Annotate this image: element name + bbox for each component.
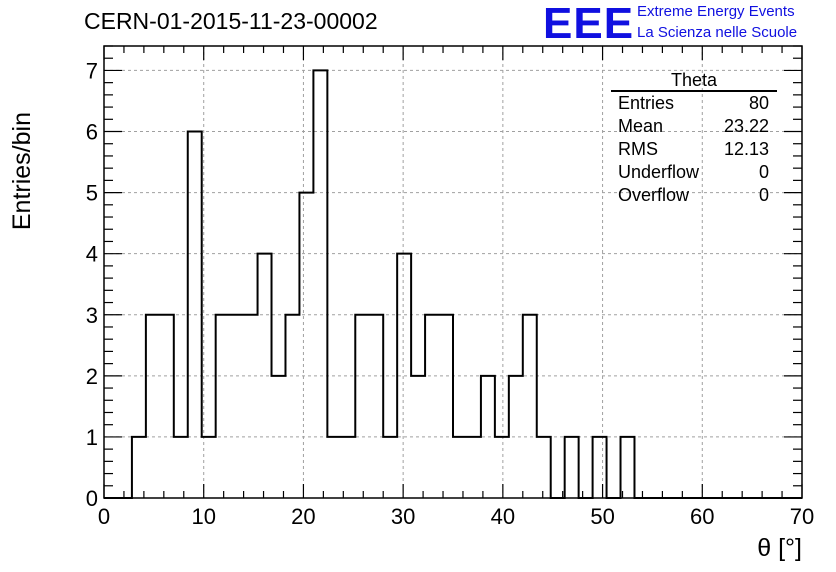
x-tick-label: 20 (291, 504, 315, 529)
histogram-bin (244, 315, 258, 498)
y-tick-label: 2 (86, 364, 98, 389)
histogram-bin (537, 437, 551, 498)
stats-value: 0 (758, 162, 769, 182)
stats-row-underflow: Underflow 0 (611, 161, 777, 184)
stats-box: Theta Entries 80 Mean 23.22 RMS 12.13 Un… (611, 70, 777, 207)
axes (103, 45, 803, 499)
histogram-bin (160, 315, 174, 498)
histogram-bin (327, 437, 341, 498)
x-tick-label: 60 (690, 504, 714, 529)
stats-label: Entries (618, 93, 675, 113)
histogram-bin (621, 437, 635, 498)
stats-label: RMS (618, 139, 658, 159)
y-tick-label: 1 (86, 425, 98, 450)
histogram-bin (439, 315, 453, 498)
axis-ticks (103, 45, 803, 499)
x-axis-label: θ [°] (757, 534, 802, 562)
histogram-bin (313, 70, 327, 498)
histogram-outline (104, 69, 802, 499)
histogram-bins (104, 69, 802, 499)
y-tick-label: 7 (86, 58, 98, 83)
histogram-bin (425, 315, 439, 498)
histogram-bin (495, 437, 509, 498)
stats-label: Overflow (618, 185, 690, 205)
stats-row-mean: Mean 23.22 (611, 115, 777, 138)
y-tick-label: 5 (86, 181, 98, 206)
x-tick-label: 50 (590, 504, 614, 529)
logo-text-line1: Extreme Energy Events (637, 3, 795, 20)
histogram-bin (467, 437, 481, 498)
stats-label: Mean (618, 116, 664, 136)
x-tick-label: 0 (98, 504, 110, 529)
x-tick-label: 30 (391, 504, 415, 529)
tick-labels: 0 10 20 30 40 50 60 70 0 1 2 3 4 5 6 7 (86, 58, 814, 529)
y-axis-label: Entries/bin (8, 112, 36, 231)
histogram-bin (216, 315, 230, 498)
histogram-bin (341, 437, 355, 498)
histogram-bin (258, 254, 272, 498)
histogram-bin (565, 437, 579, 498)
y-tick-label: 6 (86, 120, 98, 145)
stats-row-rms: RMS 12.13 (611, 138, 777, 161)
x-tick-label: 10 (191, 504, 215, 529)
x-tick-label: 40 (491, 504, 515, 529)
logo-text-line2: La Scienza nelle Scuole (637, 24, 798, 41)
histogram-title: CERN-01-2015-11-23-00002 (84, 8, 378, 34)
histogram-bin (299, 193, 313, 498)
histogram-bin (453, 437, 467, 498)
stats-value: 12.13 (723, 139, 769, 159)
stats-value: 80 (748, 93, 769, 113)
histogram-bin (230, 315, 244, 498)
histogram-bin (132, 437, 146, 498)
histogram-bin (285, 315, 299, 498)
y-tick-label: 3 (86, 303, 98, 328)
y-tick-label: 0 (86, 486, 98, 511)
histogram-bin (146, 315, 160, 498)
stats-title: Theta (611, 70, 777, 92)
histogram-bin (593, 437, 607, 498)
stats-label: Underflow (618, 162, 700, 182)
stats-value: 0 (758, 185, 769, 205)
histogram-bin (383, 437, 397, 498)
stats-row-entries: Entries 80 (611, 92, 777, 115)
histogram-bin (355, 315, 369, 498)
eee-logo: EEE (543, 0, 635, 48)
histogram-bin (174, 437, 188, 498)
x-tick-label: 70 (790, 504, 814, 529)
stats-value: 23.22 (723, 116, 769, 136)
stats-row-overflow: Overflow 0 (611, 184, 777, 207)
histogram-bin (369, 315, 383, 498)
y-tick-label: 4 (86, 242, 98, 267)
plot-frame (103, 45, 803, 499)
histogram-bin (523, 315, 537, 498)
